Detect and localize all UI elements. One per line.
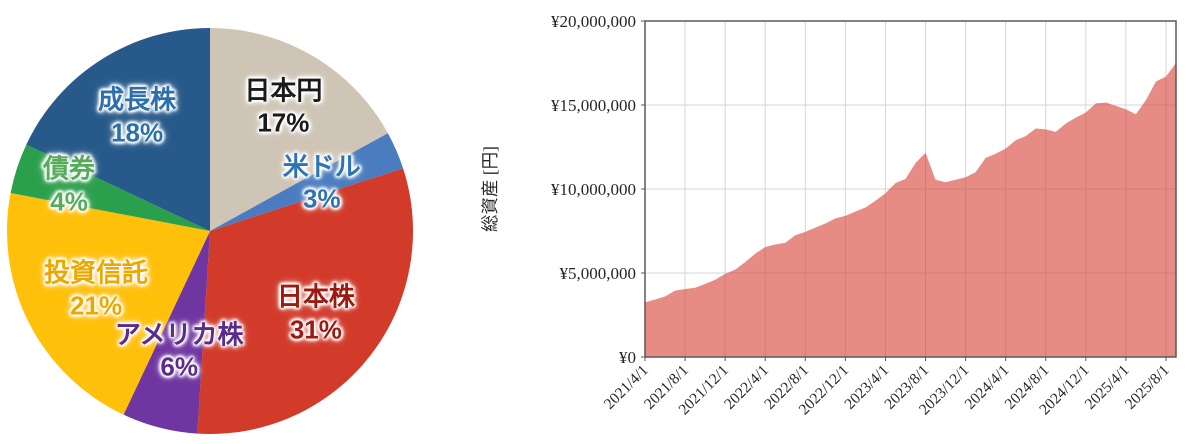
y-tick-label: ¥0 [619, 348, 636, 367]
pie-slice-6 [26, 28, 210, 231]
pie-slice-percent: 21% [70, 290, 123, 321]
pie-slice-name: 日本円 [244, 75, 323, 106]
y-tick-label: ¥10,000,000 [551, 180, 636, 199]
pie-slice-label: 米ドル 3% [283, 150, 361, 215]
pie-slice-5 [10, 144, 210, 231]
pie-slice-name: 成長株 [98, 84, 177, 115]
pie-slice-percent: 3% [302, 183, 341, 214]
pie-slice-label: 投資信託 21% [44, 257, 148, 322]
y-tick-label: ¥20,000,000 [551, 12, 636, 31]
pie-slice-2 [197, 168, 413, 435]
pie-slice-percent: 17% [257, 107, 310, 138]
pie-slice-label: 債券 4% [43, 153, 95, 218]
pie-slice-name: 日本株 [276, 281, 355, 312]
pie-slice-label: 日本株 31% [277, 281, 355, 346]
area-svg: ¥0 ¥5,000,000 ¥10,000,000 ¥15,000,000 ¥20,00… [480, 12, 1177, 418]
pie-slice-label: 成長株 18% [98, 84, 176, 149]
pie-slice-0 [210, 27, 388, 231]
x-tick-label: 2025/8/1 [1122, 362, 1173, 413]
total-assets-area-chart: ¥0 ¥5,000,000 ¥10,000,000 ¥15,000,000 ¥20,00… [430, 0, 1199, 444]
pie-slice-3 [123, 231, 210, 434]
area-series-total-assets [645, 63, 1176, 357]
pie-slice-1 [210, 133, 404, 231]
pie-slice-percent: 31% [289, 314, 342, 345]
y-tick-label: ¥5,000,000 [560, 264, 637, 283]
pie-slice-percent: 4% [50, 186, 88, 217]
pie-slice-name: 米ドル [282, 151, 361, 182]
pie-slice-label: 日本円 17% [244, 74, 322, 139]
y-tick-label: ¥15,000,000 [551, 96, 636, 115]
pie-slice-percent: 18% [111, 117, 164, 148]
asset-allocation-pie-chart: 日本円 17% 米ドル 3% 日本株 31% アメリカ株 6% 投資信託 21% 債券 4% 成長株 18… [0, 0, 430, 444]
pie-slice-percent: 6% [160, 351, 198, 382]
pie-slice-name: アメリカ株 [114, 319, 244, 350]
pie-slice-name: 投資信託 [44, 257, 149, 288]
pie-slice-4 [7, 192, 210, 415]
pie-slice-name: 債券 [43, 153, 96, 184]
y-axis-title: 総資産 [円] [480, 146, 500, 232]
pie-slice-label: アメリカ株 6% [115, 318, 244, 383]
pie-svg [7, 27, 413, 435]
